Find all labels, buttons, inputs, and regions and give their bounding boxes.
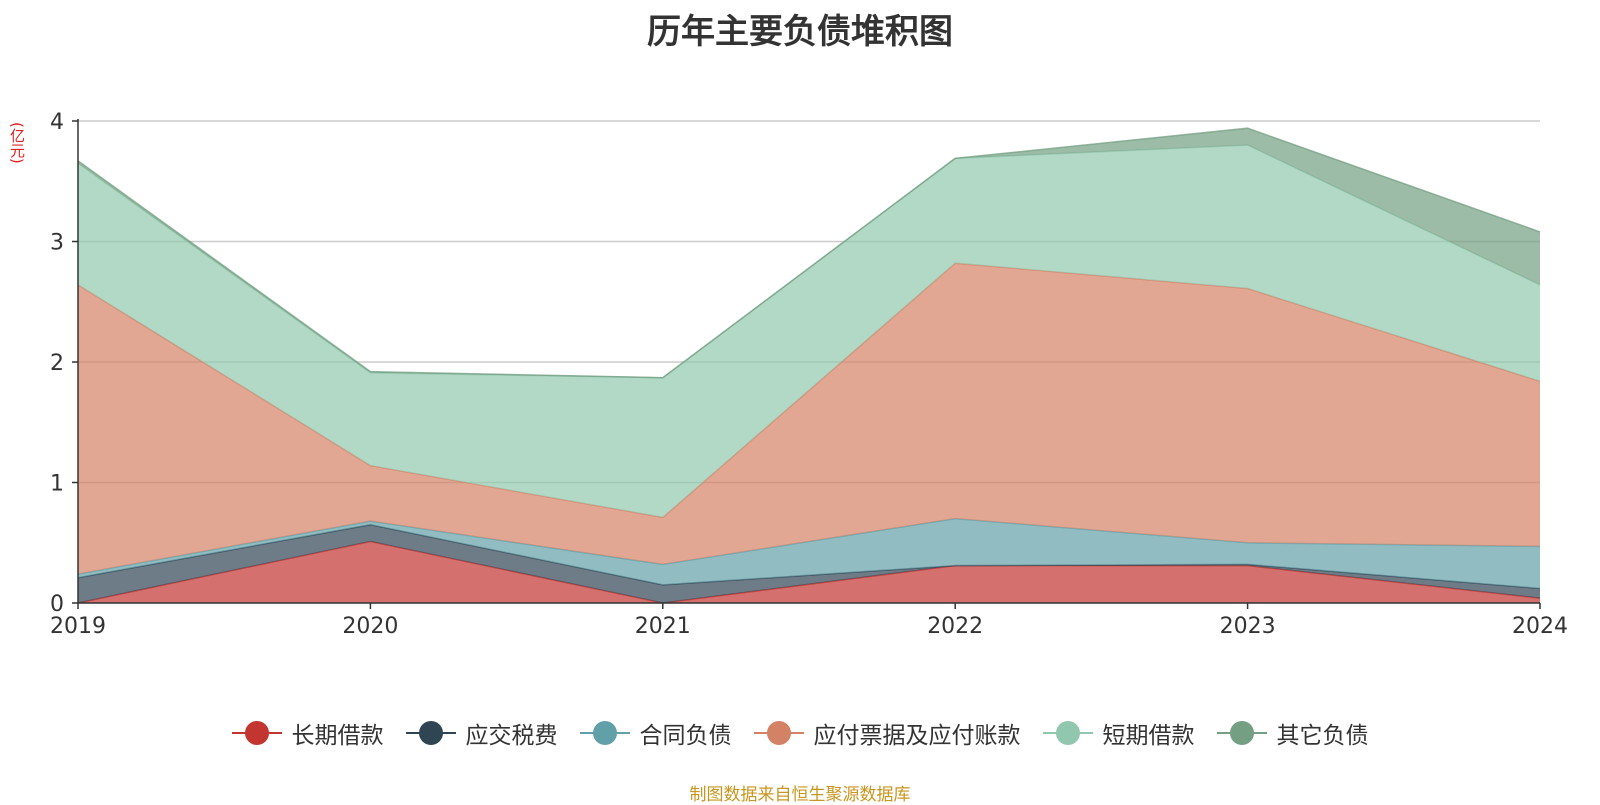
area-series-0 (78, 541, 1540, 603)
legend-item-1[interactable]: 应交税费 (405, 716, 558, 750)
x-tick-label-0: 2019 (50, 614, 106, 639)
legend: 长期借款 应交税费 合同负债 应付票据及应付账款 短期借款 其它负债 (0, 716, 1600, 750)
legend-label: 应付票据及应付账款 (813, 723, 1021, 749)
legend-item-2[interactable]: 合同负债 (579, 716, 732, 750)
y-tick-label-4: 4 (50, 110, 64, 135)
area-series-2 (78, 518, 1540, 589)
legend-label: 其它负债 (1276, 723, 1369, 749)
y-tick-label-0: 0 (50, 592, 64, 617)
legend-item-5[interactable]: 其它负债 (1216, 716, 1369, 750)
area-series-1 (78, 524, 1540, 603)
legend-label: 短期借款 (1102, 723, 1195, 749)
legend-item-3[interactable]: 应付票据及应付账款 (753, 716, 1021, 750)
legend-item-0[interactable]: 长期借款 (231, 716, 384, 750)
legend-marker-icon (405, 721, 456, 745)
x-tick-label-1: 2020 (342, 614, 398, 639)
legend-marker-icon (1042, 721, 1093, 745)
chart-title: 历年主要负债堆积图 (647, 12, 953, 52)
y-axis-unit-label: (亿元) (8, 122, 26, 164)
area-series-3 (78, 263, 1540, 575)
x-tick-label-2: 2021 (635, 614, 691, 639)
legend-marker-icon (231, 721, 282, 745)
source-note: 制图数据来自恒生聚源数据库 (689, 785, 911, 805)
legend-label: 长期借款 (291, 723, 384, 749)
area-series-4 (78, 145, 1540, 518)
area-edge-series-5 (77, 127, 1541, 379)
y-tick-label-2: 2 (50, 351, 64, 376)
legend-marker-icon (753, 721, 804, 745)
x-tick-label-5: 2024 (1512, 614, 1568, 639)
legend-label: 合同负债 (639, 723, 732, 749)
y-tick-label-3: 3 (50, 231, 64, 256)
stacked-areas (77, 127, 1541, 604)
x-tick-label-3: 2022 (927, 614, 983, 639)
legend-marker-icon (579, 721, 630, 745)
axes: 0 1 2 3 4 2019 2020 2021 2022 2023 2024 (50, 110, 1568, 639)
legend-marker-icon (1216, 721, 1267, 745)
legend-item-4[interactable]: 短期借款 (1042, 716, 1195, 750)
y-tick-label-1: 1 (50, 472, 64, 497)
x-tick-label-4: 2023 (1220, 614, 1276, 639)
legend-label: 应交税费 (465, 723, 558, 749)
